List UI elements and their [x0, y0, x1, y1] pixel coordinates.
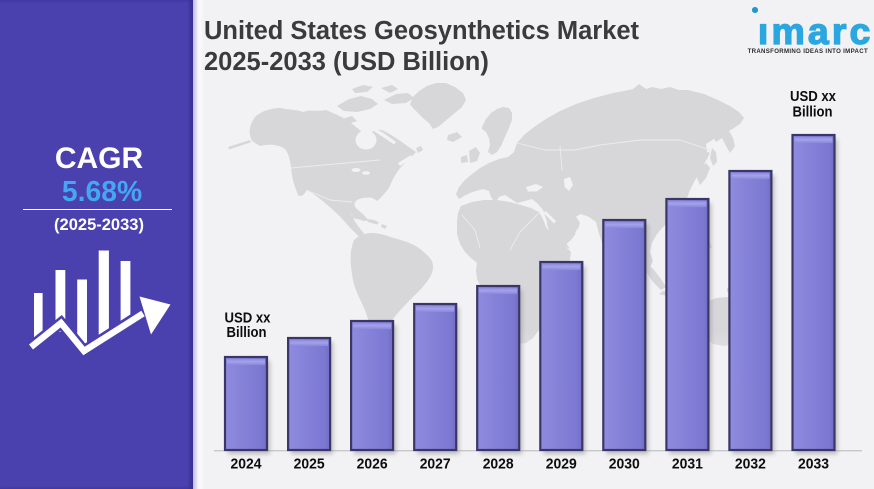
svg-text:2033: 2033 — [798, 457, 829, 473]
svg-text:2031: 2031 — [672, 457, 703, 473]
svg-text:2024: 2024 — [231, 457, 262, 473]
svg-text:2025: 2025 — [294, 457, 325, 473]
svg-text:2026: 2026 — [357, 457, 388, 473]
svg-text:2032: 2032 — [735, 457, 766, 473]
svg-text:USD xx: USD xx — [225, 310, 271, 327]
svg-text:2030: 2030 — [609, 457, 640, 473]
svg-text:2028: 2028 — [483, 457, 514, 473]
svg-text:Billion: Billion — [793, 104, 833, 121]
svg-text:Billion: Billion — [227, 324, 267, 341]
svg-text:2029: 2029 — [546, 457, 577, 473]
svg-text:USD xx: USD xx — [790, 88, 836, 105]
svg-text:2027: 2027 — [420, 457, 451, 473]
